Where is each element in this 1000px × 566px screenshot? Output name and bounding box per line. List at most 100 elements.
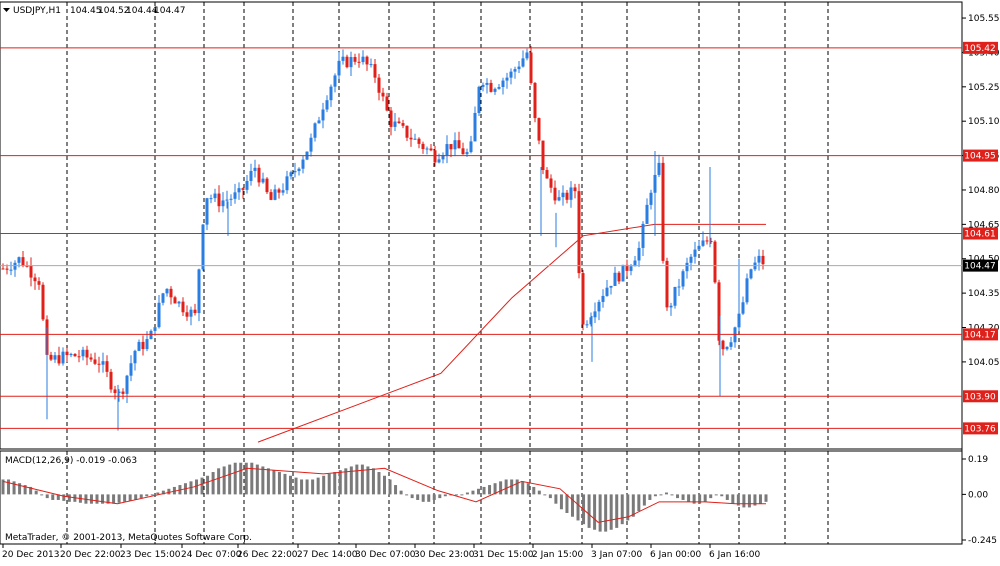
candle-body: [17, 257, 21, 263]
macd-bar: [465, 492, 469, 495]
candle-body: [481, 84, 485, 87]
macd-bar: [12, 481, 16, 495]
macd-bar: [305, 479, 309, 495]
candle-body: [341, 56, 345, 61]
macd-bar: [764, 494, 768, 502]
candle-body: [145, 339, 149, 350]
candle-body: [77, 356, 81, 358]
candle-body: [61, 351, 65, 364]
candle-body: [245, 180, 249, 190]
candle-body: [129, 363, 133, 376]
macd-bar: [283, 473, 287, 495]
macd-bar: [703, 494, 707, 502]
candle-body: [553, 187, 557, 201]
price-tick-label: 105.10: [968, 117, 1000, 127]
macd-bar: [172, 486, 176, 495]
macd-bar: [217, 468, 221, 495]
macd-bar: [543, 494, 547, 496]
level-badge-value: 105.42: [964, 44, 996, 54]
macd-bar: [139, 494, 143, 499]
candle-body: [697, 245, 701, 250]
macd-bar: [200, 477, 204, 495]
candle-body: [5, 268, 9, 270]
candle-body: [741, 302, 745, 314]
macd-bar: [593, 494, 597, 530]
candle-body: [241, 188, 245, 190]
candle-body: [117, 391, 121, 394]
candle-body: [193, 309, 197, 314]
macd-bar: [548, 494, 552, 499]
macd-bar: [128, 494, 132, 501]
macd-bar: [631, 494, 635, 517]
macd-bar: [570, 494, 574, 517]
macd-bar: [250, 462, 254, 495]
candle-body: [301, 159, 305, 169]
candle-body: [133, 350, 137, 364]
candle-body: [89, 357, 93, 360]
time-tick-label: 30 Dec 07:00: [355, 550, 416, 560]
candle-body: [649, 192, 653, 205]
macd-bar: [460, 494, 464, 496]
candle-body: [589, 317, 593, 325]
macd-bar: [432, 494, 436, 500]
header-triangle-icon[interactable]: [3, 8, 10, 12]
candle-body: [405, 125, 409, 138]
candle-body: [713, 241, 717, 283]
candle-body: [577, 191, 581, 274]
macd-bar: [360, 464, 364, 495]
level-badge: [963, 390, 998, 403]
candle-body: [701, 240, 705, 246]
macd-bar: [161, 490, 165, 495]
macd-bar: [576, 494, 580, 521]
candle-body: [217, 193, 221, 207]
candle-body: [645, 204, 649, 224]
macd-bar: [482, 486, 486, 495]
candle-body: [253, 167, 257, 171]
macd-histogram: [1, 462, 768, 532]
candle-body: [505, 77, 509, 81]
macd-bar: [499, 481, 503, 495]
candle-body: [533, 82, 537, 119]
candle-body: [53, 355, 57, 360]
candle-body: [685, 262, 689, 272]
macd-bar: [289, 475, 293, 495]
candle-body: [397, 121, 401, 124]
horizontal-levels: [0, 47, 962, 429]
macd-bar: [101, 494, 105, 504]
candle-body: [729, 342, 733, 347]
candle-body: [433, 150, 437, 163]
macd-bar: [338, 470, 342, 495]
candle-body: [349, 57, 353, 68]
time-tick-label: 20 Dec 22:00: [60, 550, 121, 560]
macd-bar: [438, 494, 442, 499]
candle-body: [677, 286, 681, 288]
candle-body: [669, 305, 673, 308]
macd-bar: [300, 479, 304, 495]
candle-body: [461, 148, 465, 155]
candle-body: [661, 162, 665, 261]
time-tick-label: 27 Dec 14:00: [297, 550, 358, 560]
candle-body: [309, 137, 313, 152]
candle-body: [377, 77, 381, 93]
candle-body: [125, 375, 129, 394]
candle-body: [673, 286, 677, 306]
candle-body: [153, 327, 157, 331]
price-tick-label: 104.35: [968, 289, 1000, 299]
candle-body: [25, 265, 29, 267]
macd-bar: [156, 492, 160, 495]
candle-body: [1, 268, 5, 270]
macd-signal-line: [2, 467, 766, 523]
candle-body: [81, 349, 85, 357]
candle-body: [313, 123, 317, 138]
candle-body: [453, 140, 457, 150]
macd-bar: [720, 494, 724, 497]
macd-bar: [134, 494, 138, 500]
macd-bar: [277, 472, 281, 495]
macd-bar: [427, 494, 431, 502]
current-price-value: 104.47: [964, 262, 996, 272]
candle-body: [93, 359, 97, 364]
macd-bar: [123, 494, 127, 502]
time-tick-label: 24 Dec 07:00: [181, 550, 242, 560]
candle-body: [473, 112, 477, 142]
level-badge: [963, 41, 998, 54]
